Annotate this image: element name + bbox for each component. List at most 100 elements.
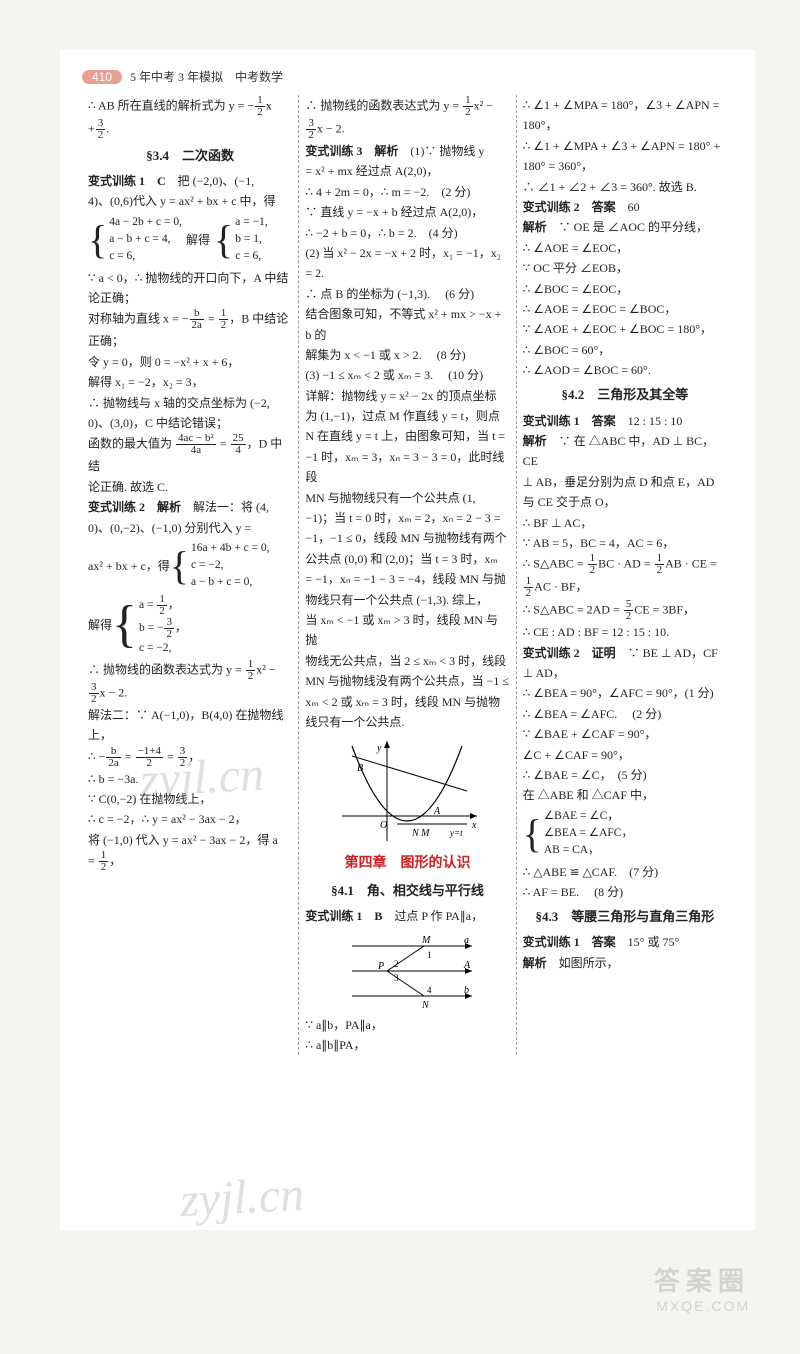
text-line: ∴ ∠BEA = 90°，∠AFC = 90°，(1 分) bbox=[523, 683, 727, 703]
text-line: (2) 当 x² − 2x = −x + 2 时，x₁ = −1，x₂ = 2. bbox=[305, 243, 509, 284]
text-line: 公共点 (0,0) 和 (2,0)；当 t = 3 时，xₘ bbox=[305, 549, 509, 569]
text-line: 详解：抛物线 y = x² − 2x 的顶点坐标 bbox=[305, 386, 509, 406]
text-line: 解析 ∵ 在 △ABC 中，AD ⊥ BC，CE bbox=[523, 431, 727, 472]
text-line: ∴ ∠BEA = ∠AFC. (2 分) bbox=[523, 704, 727, 724]
text-line: 函数的最大值为 4ac − b²4a = 254，D 中结 bbox=[88, 433, 292, 476]
text-line: −1)；当 t = 0 时，xₘ = 2，xₙ = 2 − 3 = bbox=[305, 508, 509, 528]
text-line: ∴ b = −3a. bbox=[88, 769, 292, 789]
page: 410 5 年中考 3 年模拟 中考数学 ∴ AB 所在直线的解析式为 y = … bbox=[60, 50, 755, 1230]
section-title: §4.1 角、相交线与平行线 bbox=[305, 880, 509, 902]
text-line: 物线只有一个公共点 (−1,3). 综上， bbox=[305, 590, 509, 610]
parallel-lines-diagram: a M 1 A P 2 3 b N 4 bbox=[332, 931, 482, 1011]
text-line: 解集为 x < −1 或 x > 2. (8 分) bbox=[305, 345, 509, 365]
text-line: 线只有一个公共点. bbox=[305, 712, 509, 732]
text-line: 正确； bbox=[88, 331, 292, 351]
text-line: 变式训练 1 C 把 (−2,0)、(−1, bbox=[88, 171, 292, 191]
text-line: ∴ ∠1 + ∠2 + ∠3 = 360°. 故选 B. bbox=[523, 177, 727, 197]
text-line: 变式训练 2 解析 解法一：将 (4, 0)、(0,−2)、(−1,0) 分别代… bbox=[88, 497, 292, 538]
page-number-badge: 410 bbox=[82, 70, 122, 84]
text-line: ∴ S△ABC = 2AD = 52CE = 3BF， bbox=[523, 599, 727, 622]
text-line: 论正确. 故选 C. bbox=[88, 477, 292, 497]
text-line: 变式训练 2 证明 ∵ BE ⊥ AD，CF ⊥ AD， bbox=[523, 643, 727, 684]
chapter-title: 第四章 图形的认识 bbox=[305, 852, 509, 876]
text-line: 变式训练 2 答案 60 bbox=[523, 197, 727, 217]
text-line: 4)、(0,6)代入 y = ax² + bx + c 中，得 bbox=[88, 191, 292, 211]
text-line: ∴ AF = BE. (8 分) bbox=[523, 882, 727, 902]
text-line: ∵ a∥b，PA∥a， bbox=[305, 1015, 509, 1035]
text-line: 对称轴为直线 x = −b2a = 12，B 中结论 bbox=[88, 308, 292, 331]
text-line: ∵ a < 0，∴ 抛物线的开口向下，A 中结论正确； bbox=[88, 268, 292, 309]
text-line: 变式训练 1 B 过点 P 作 PA∥a， bbox=[305, 906, 509, 926]
svg-text:A: A bbox=[433, 806, 441, 817]
text-line: ∴ 4 + 2m = 0，∴ m = −2. (2 分) bbox=[305, 182, 509, 202]
text-line: 变式训练 3 解析 (1)∵ 抛物线 y bbox=[305, 141, 509, 161]
svg-text:a: a bbox=[464, 935, 469, 946]
svg-text:N: N bbox=[421, 1000, 430, 1011]
text-line: 结合图象可知，不等式 x² + mx > −x + b 的 bbox=[305, 304, 509, 345]
section-title: §4.2 三角形及其全等 bbox=[523, 384, 727, 406]
text-line: 物线无公共点，当 2 ≤ xₘ < 3 时，线段 bbox=[305, 651, 509, 671]
corner-logo-line2: MXQE.COM bbox=[654, 1298, 750, 1314]
text-line: ∵ ∠BAE + ∠CAF = 90°， bbox=[523, 724, 727, 744]
text-line: = x² + mx 经过点 A(2,0)， bbox=[305, 161, 509, 181]
page-header: 410 5 年中考 3 年模拟 中考数学 bbox=[82, 68, 733, 85]
text-line: ∴ a∥b∥PA， bbox=[305, 1035, 509, 1055]
svg-text:O: O bbox=[380, 820, 387, 831]
text-line: ∵ OC 平分 ∠EOB， bbox=[523, 258, 727, 278]
text-line: ∴ 抛物线的函数表达式为 y = 12x² − bbox=[88, 659, 292, 682]
text-line: ∴ ∠AOE = ∠EOC = ∠BOC， bbox=[523, 299, 727, 319]
text-line: ∴ CE : AD : BF = 12 : 15 : 10. bbox=[523, 622, 727, 642]
text-line: ∴ ∠BOC = ∠EOC， bbox=[523, 279, 727, 299]
text-line: 解法二：∵ A(−1,0)，B(4,0) 在抛物线上， bbox=[88, 705, 292, 746]
text-line: = 12， bbox=[88, 850, 292, 873]
section-title: §4.3 等腰三角形与直角三角形 bbox=[523, 906, 727, 928]
svg-text:B: B bbox=[357, 763, 363, 774]
text-line: ∴ ∠AOD = ∠BOC = 60°. bbox=[523, 360, 727, 380]
text-line: ∴ −b2a = −1+42 = 32， bbox=[88, 746, 292, 769]
equation-system: { ∠BAE = ∠C， ∠BEA = ∠AFC， AB = CA， bbox=[523, 808, 727, 860]
text-line: ∴ ∠1 + ∠MPA = 180°，∠3 + ∠APN = 180°， bbox=[523, 95, 727, 136]
text-line: ∴ BF ⊥ AC， bbox=[523, 513, 727, 533]
svg-text:4: 4 bbox=[427, 985, 432, 995]
parabola-diagram: x y B O A N M y=t bbox=[332, 736, 482, 846]
svg-text:N M: N M bbox=[411, 828, 430, 839]
text-line: 当 xₘ < −1 或 xₘ > 3 时，线段 MN 与抛 bbox=[305, 610, 509, 651]
text-line: ∴ S△ABC = 12BC · AD = 12AB · CE = bbox=[523, 553, 727, 576]
text-line: ∵ C(0,−2) 在抛物线上， bbox=[88, 789, 292, 809]
text-line: 解得 x₁ = −2，x₂ = 3， bbox=[88, 372, 292, 392]
svg-text:b: b bbox=[464, 985, 469, 996]
svg-text:y: y bbox=[376, 743, 382, 754]
text-line: N 在直线 y = t 上，由图象可知，当 t = bbox=[305, 426, 509, 446]
text-line: 与 CE 交于点 O， bbox=[523, 492, 727, 512]
text-line: −1，−1 ≤ 0，线段 MN 与抛物线有两个 bbox=[305, 528, 509, 548]
text-line: 解析 如图所示， bbox=[523, 953, 727, 973]
text-line: ∴ ∠BAE = ∠C， (5 分) bbox=[523, 765, 727, 785]
text-line: ∴ AB 所在直线的解析式为 y = −12x bbox=[88, 95, 292, 118]
text-line: ∴ ∠BOC = 60°， bbox=[523, 340, 727, 360]
text-line: ∴ 点 B 的坐标为 (−1,3). (6 分) bbox=[305, 284, 509, 304]
text-line: 变式训练 1 答案 15° 或 75° bbox=[523, 932, 727, 952]
text-line: 12AC · BF， bbox=[523, 576, 727, 599]
text-line: ∴ ∠1 + ∠MPA + ∠3 + ∠APN = 180° + 180° = … bbox=[523, 136, 727, 177]
text-line: 为 (1,−1)，过点 M 作直线 y = t，则点 bbox=[305, 406, 509, 426]
text-line: ∴ 抛物线的函数表达式为 y = 12x² − bbox=[305, 95, 509, 118]
text-line: ∵ 直线 y = −x + b 经过点 A(2,0)， bbox=[305, 202, 509, 222]
text-line: ∴ c = −2，∴ y = ax² − 3ax − 2， bbox=[88, 809, 292, 829]
equation-system: ax² + bx + c，得 { 16a + 4b + c = 0, c = −… bbox=[88, 540, 292, 592]
corner-logo-line1: 答案圈 bbox=[654, 1261, 750, 1298]
text-line: 变式训练 1 答案 12 : 15 : 10 bbox=[523, 411, 727, 431]
text-line: (3) −1 ≤ xₘ < 2 或 xₘ = 3. (10 分) bbox=[305, 365, 509, 385]
text-line: −1 时，xₘ = 3，xₙ = 3 − 3 = 0，此时线段 bbox=[305, 447, 509, 488]
text-line: 将 (−1,0) 代入 y = ax² − 3ax − 2，得 a bbox=[88, 830, 292, 850]
text-line: 解析 ∵ OE 是 ∠AOC 的平分线， bbox=[523, 217, 727, 237]
text-line: ∴ △ABE ≌ △CAF. (7 分) bbox=[523, 862, 727, 882]
svg-text:y=t: y=t bbox=[449, 828, 463, 838]
text-line: +32. bbox=[88, 118, 292, 141]
header-title: 5 年中考 3 年模拟 中考数学 bbox=[130, 68, 283, 85]
text-line: ∴ ∠AOE = ∠EOC， bbox=[523, 238, 727, 258]
text-line: ∴ 抛物线与 x 轴的交点坐标为 (−2, 0)、(3,0)，C 中结论错误； bbox=[88, 393, 292, 434]
text-line: = −1，xₙ = −1 − 3 = −4，线段 MN 与抛 bbox=[305, 569, 509, 589]
text-line: 32x − 2. bbox=[88, 682, 292, 705]
corner-logo: 答案圈 MXQE.COM bbox=[654, 1261, 750, 1314]
column-3: ∴ ∠1 + ∠MPA = 180°，∠3 + ∠APN = 180°， ∴ ∠… bbox=[516, 95, 733, 1055]
